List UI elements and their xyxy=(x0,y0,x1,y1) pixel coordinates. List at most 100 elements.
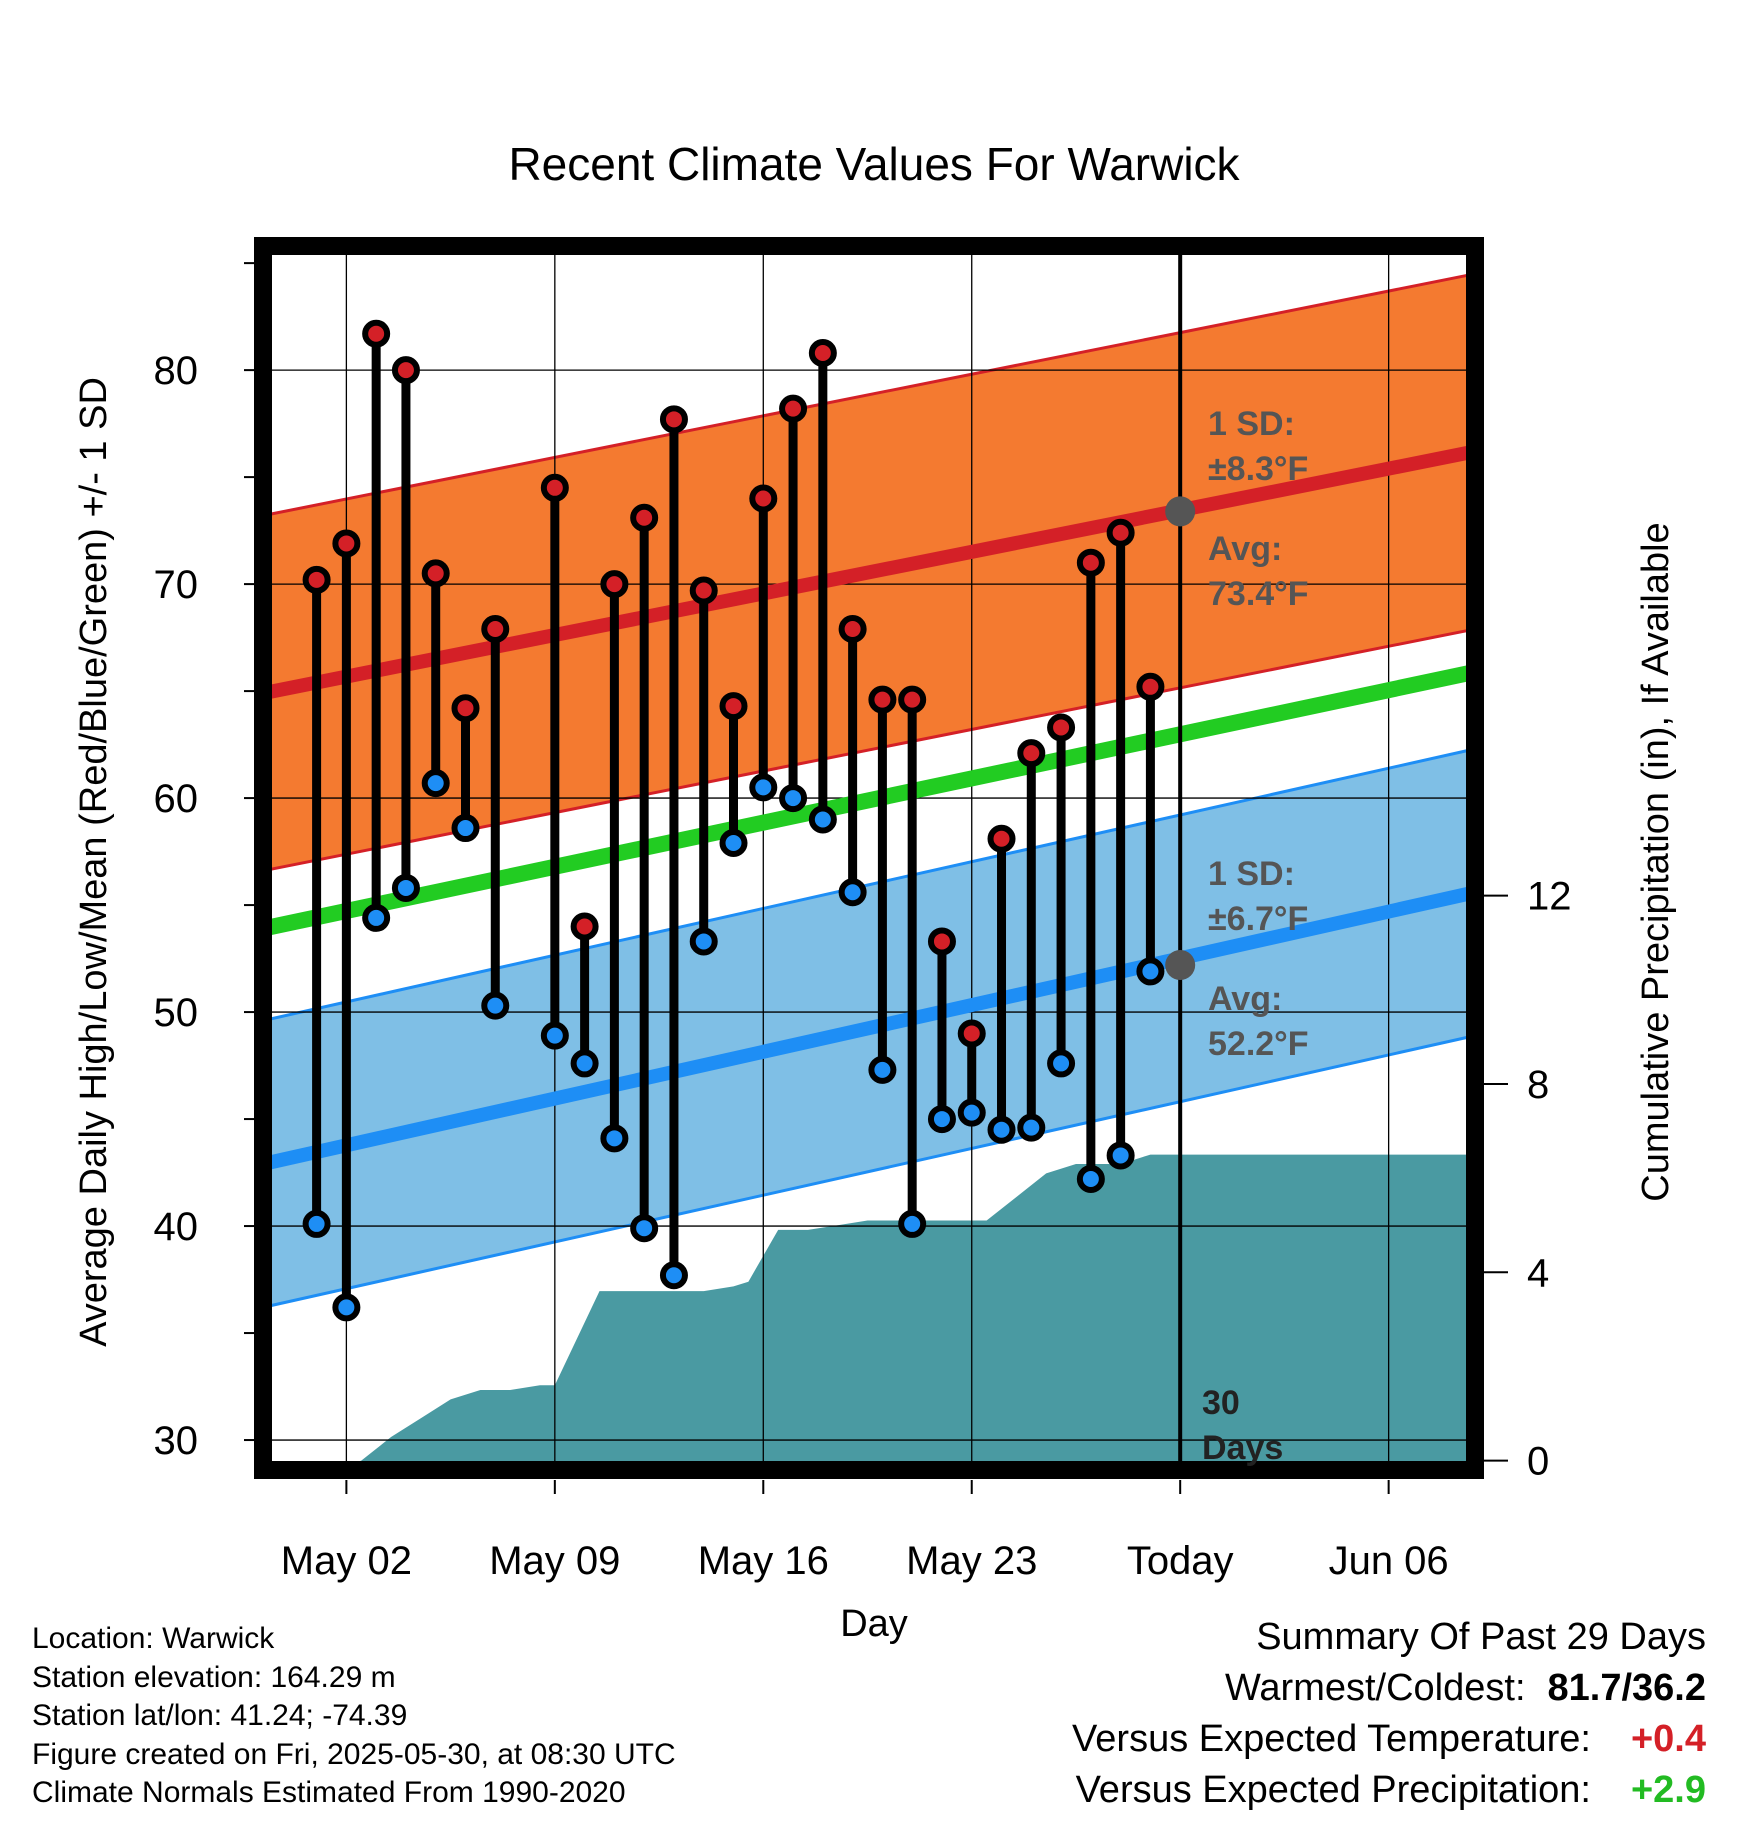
high-point xyxy=(987,824,1016,853)
high-point xyxy=(779,394,808,423)
temp-value: +0.4 xyxy=(1630,1718,1706,1760)
x-tick-label: Jun 06 xyxy=(1329,1539,1449,1583)
high-point xyxy=(868,685,897,714)
daily-stems xyxy=(312,333,1155,1308)
high-point xyxy=(1017,739,1046,768)
normals-text: Climate Normals Estimated From 1990-2020 xyxy=(32,1776,626,1809)
warm-cold-value: 81.7/36.2 xyxy=(1547,1667,1706,1709)
precip-label: Versus Expected Precipitation: xyxy=(1075,1769,1591,1811)
y-tick-label: 40 xyxy=(154,1205,199,1249)
today-high-avg-marker xyxy=(1165,496,1196,527)
low-sd-band-lower-edge xyxy=(262,1034,1476,1309)
summary-panel: Summary Of Past 29 Days Warmest/Coldest:… xyxy=(1072,1612,1706,1816)
station-info: Location: Warwick Station elevation: 164… xyxy=(32,1620,676,1813)
low-point xyxy=(838,878,867,907)
y-tick-label: 50 xyxy=(154,991,199,1035)
today-low-avg-marker xyxy=(1165,949,1196,980)
high-point xyxy=(1106,518,1135,547)
low-point xyxy=(630,1214,659,1243)
low-point xyxy=(540,1021,569,1050)
precip-value: +2.9 xyxy=(1630,1769,1706,1811)
today-marker xyxy=(1165,246,1196,1470)
normal-low-line xyxy=(261,885,1477,1171)
low-point xyxy=(898,1209,927,1238)
low-point xyxy=(927,1105,956,1134)
low-point xyxy=(1017,1113,1046,1142)
x-tick-label: May 16 xyxy=(698,1539,829,1583)
y2-tick-label: 12 xyxy=(1527,875,1572,919)
normal-mean-line xyxy=(261,664,1477,937)
low-point xyxy=(302,1209,331,1238)
summary-heading: Summary Of Past 29 Days xyxy=(1256,1616,1706,1658)
plot-frame xyxy=(254,237,1484,1479)
x-tick-label: May 23 xyxy=(906,1539,1037,1583)
y2-tick-label: 0 xyxy=(1527,1440,1549,1484)
low-point xyxy=(570,1049,599,1078)
high-point xyxy=(808,338,837,367)
high-point xyxy=(481,615,510,644)
high-point xyxy=(1136,672,1165,701)
low-point xyxy=(1106,1141,1135,1170)
x-tick-label: May 09 xyxy=(489,1539,620,1583)
low-point xyxy=(451,814,480,843)
precip-area xyxy=(316,1154,1476,1470)
low-point xyxy=(1047,1049,1076,1078)
low-point xyxy=(749,773,778,802)
high-avg-label: Avg: xyxy=(1208,530,1282,568)
high-point xyxy=(927,927,956,956)
high-point xyxy=(1047,713,1076,742)
low-point xyxy=(332,1293,361,1322)
normal-lines xyxy=(261,444,1477,1171)
high-point xyxy=(630,503,659,532)
low-point xyxy=(600,1124,629,1153)
high-sd-value: ±8.3°F xyxy=(1208,450,1308,488)
low-avg-label: Avg: xyxy=(1208,980,1282,1018)
high-point xyxy=(719,692,748,721)
low-point xyxy=(808,805,837,834)
high-sd-band-upper-edge xyxy=(262,272,1476,518)
chart-title: Recent Climate Values For Warwick xyxy=(508,138,1240,190)
low-point xyxy=(1136,957,1165,986)
low-point xyxy=(957,1098,986,1127)
low-point xyxy=(719,829,748,858)
y-tick-label: 30 xyxy=(154,1419,199,1463)
y-tick-label: 80 xyxy=(154,349,199,393)
elevation-text: Station elevation: 164.29 m xyxy=(32,1660,396,1694)
precipitation-area xyxy=(316,1154,1476,1470)
y-tick-label: 70 xyxy=(154,563,199,607)
high-point xyxy=(362,319,391,348)
low-point xyxy=(1076,1164,1105,1193)
y-axis-label: Average Daily High/Low/Mean (Red/Blue/Gr… xyxy=(73,377,115,1347)
low-sd-value: ±6.7°F xyxy=(1208,900,1308,938)
low-point xyxy=(481,991,510,1020)
low-point xyxy=(987,1115,1016,1144)
y2-tick-label: 8 xyxy=(1527,1063,1549,1107)
high-point xyxy=(332,529,361,558)
x-tick-label: May 02 xyxy=(281,1539,412,1583)
high-point xyxy=(421,559,450,588)
high-point xyxy=(451,694,480,723)
high-point xyxy=(302,565,331,594)
high-point xyxy=(898,685,927,714)
x-axis-label: Day xyxy=(840,1603,908,1645)
low-sd-band-upper-edge xyxy=(262,747,1476,1023)
y2-axis-label: Cumulative Precipitation (in), If Availa… xyxy=(1635,522,1677,1201)
high-point xyxy=(1076,548,1105,577)
high-point xyxy=(749,484,778,513)
low-point xyxy=(659,1261,688,1290)
temp-label: Versus Expected Temperature: xyxy=(1072,1718,1591,1760)
low-sd-label: 1 SD: xyxy=(1208,855,1295,893)
plot-border xyxy=(254,237,1484,1479)
low-point xyxy=(391,873,420,902)
high-point xyxy=(659,405,688,434)
warm-cold-label: Warmest/Coldest: xyxy=(1224,1667,1526,1709)
low-avg-value: 52.2°F xyxy=(1208,1025,1309,1063)
high-point xyxy=(570,912,599,941)
latlon-text: Station lat/lon: 41.24; -74.39 xyxy=(32,1699,408,1732)
high-point xyxy=(838,615,867,644)
warm-cold-row: Warmest/Coldest: 81.7/36.2 xyxy=(1072,1663,1706,1714)
days-word-label: Days xyxy=(1202,1429,1283,1467)
y2-tick-label: 4 xyxy=(1527,1251,1549,1295)
axis-ticks: 30 40 50 60 70 80 0 4 8 12 May 02 May 09 May 16 May 2… xyxy=(154,262,1572,1583)
